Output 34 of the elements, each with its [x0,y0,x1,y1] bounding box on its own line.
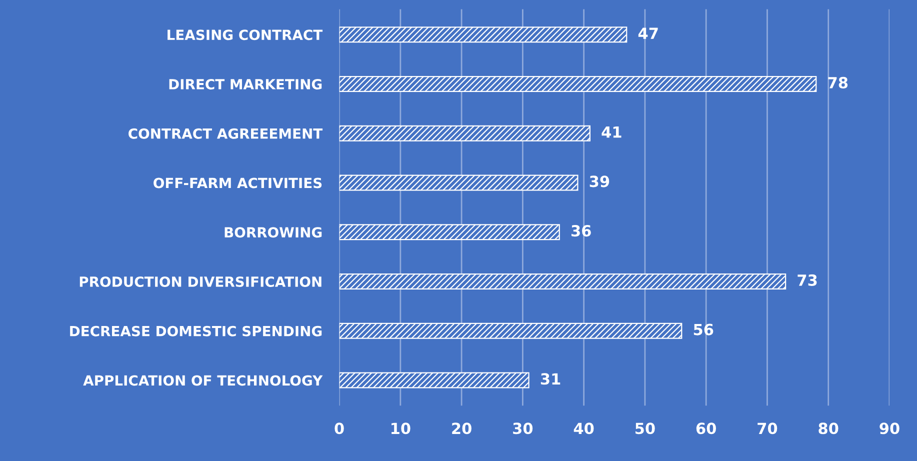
data-label: 56 [694,324,714,336]
data-label: 41 [602,126,622,138]
x-tick-label: 60 [696,422,716,434]
bar [339,274,786,290]
x-tick-label: 70 [758,422,778,434]
bar [339,76,817,92]
y-tick-label: OFF-FARM ACTIVITIES [154,178,322,188]
bar [339,174,578,191]
data-label: 31 [540,373,560,385]
data-label: 39 [590,176,610,188]
x-tick-label: 40 [574,422,594,434]
data-label: 47 [638,28,658,39]
x-tick-label: 30 [513,422,533,434]
data-label: 78 [828,76,848,88]
bar [339,322,682,339]
x-tick-label: 10 [392,422,410,434]
bar [339,26,628,43]
x-tick-label: 20 [452,422,472,434]
y-tick-label: APPLICATION OF TECHNOLOGY [83,375,323,386]
y-tick-label: DECREASE DOMESTIC SPENDING [70,326,322,336]
y-tick-label: PRODUCTION DIVERSIFICATION [80,276,322,287]
y-tick-label: BORROWING [224,227,322,238]
x-tick-label: 50 [636,422,655,434]
x-tick-label: 0 [334,422,344,434]
bar [339,372,530,388]
y-tick-label: CONTRACT AGREEEMENT [128,128,323,139]
data-label: 36 [572,225,591,237]
data-label: 73 [798,274,817,286]
y-tick-label: DIRECT MARKETING [169,78,322,90]
bar [339,125,590,142]
y-tick-label: LEASING CONTRACT [168,30,323,40]
x-tick-label: 90 [880,422,900,434]
bar [339,224,560,240]
x-tick-label: 80 [818,422,838,434]
